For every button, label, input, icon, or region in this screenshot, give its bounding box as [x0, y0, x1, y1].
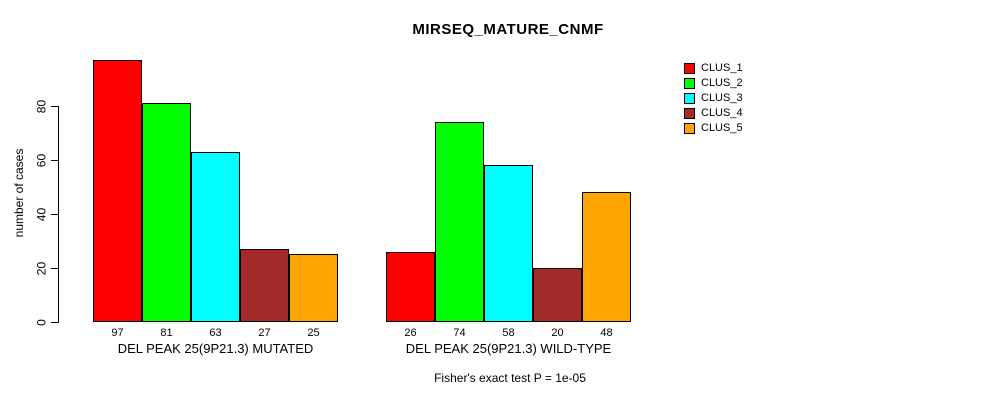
group-label: DEL PEAK 25(9P21.3) WILD-TYPE — [405, 341, 612, 356]
legend-swatch-icon — [684, 108, 695, 119]
y-axis-tick — [51, 160, 58, 161]
y-axis-tick-label: 40 — [34, 207, 49, 222]
bar-value-label: 27 — [258, 327, 271, 339]
bar-value-label: 74 — [453, 327, 466, 339]
bar-clus_3-group2 — [484, 165, 533, 322]
y-axis-tick — [51, 106, 58, 107]
legend-swatch-icon — [684, 93, 695, 104]
y-axis-tick-label: 60 — [34, 153, 49, 168]
bar-clus_5-group2 — [582, 192, 631, 322]
bar-clus_3-group1 — [191, 152, 240, 322]
legend-label: CLUS_3 — [701, 92, 743, 104]
bar-value-label: 81 — [160, 327, 173, 339]
legend-label: CLUS_1 — [701, 62, 743, 74]
bar-value-label: 20 — [551, 327, 564, 339]
legend-entry-clus_5: CLUS_5 — [684, 121, 743, 136]
group-label: DEL PEAK 25(9P21.3) MUTATED — [117, 341, 314, 356]
y-axis-tick — [51, 214, 58, 215]
bar-clus_4-group1 — [240, 249, 289, 322]
bar-clus_5-group1 — [289, 254, 338, 322]
y-axis-tick-label: 0 — [34, 319, 49, 326]
bar-clus_4-group2 — [533, 268, 582, 322]
legend: CLUS_1 CLUS_2 CLUS_3 CLUS_4 CLUS_5 — [684, 61, 743, 136]
legend-swatch-icon — [684, 78, 695, 89]
bar-clus_2-group1 — [142, 103, 191, 322]
legend-label: CLUS_4 — [701, 107, 743, 119]
legend-label: CLUS_2 — [701, 77, 743, 89]
bar-value-label: 63 — [209, 327, 222, 339]
y-axis-line — [58, 106, 59, 323]
legend-label: CLUS_5 — [701, 122, 743, 134]
bar-value-label: 26 — [404, 327, 417, 339]
bar-value-label: 97 — [111, 327, 124, 339]
bar-clus_2-group2 — [435, 122, 484, 322]
legend-entry-clus_4: CLUS_4 — [684, 106, 743, 121]
legend-swatch-icon — [684, 63, 695, 74]
legend-entry-clus_1: CLUS_1 — [684, 61, 743, 76]
bar-clus_1-group2 — [386, 252, 435, 322]
bar-value-label: 58 — [502, 327, 515, 339]
legend-entry-clus_3: CLUS_3 — [684, 91, 743, 106]
y-axis-tick-label: 20 — [34, 261, 49, 276]
footnote: Fisher's exact test P = 1e-05 — [434, 371, 586, 385]
bar-value-label: 48 — [600, 327, 613, 339]
chart-title: MIRSEQ_MATURE_CNMF — [412, 21, 604, 38]
y-axis-tick — [51, 268, 58, 269]
bar-value-label: 25 — [307, 327, 320, 339]
bar-clus_1-group1 — [93, 60, 142, 322]
y-axis-tick-label: 80 — [34, 99, 49, 114]
y-axis-tick — [51, 322, 58, 323]
legend-entry-clus_2: CLUS_2 — [684, 76, 743, 91]
legend-swatch-icon — [684, 123, 695, 134]
